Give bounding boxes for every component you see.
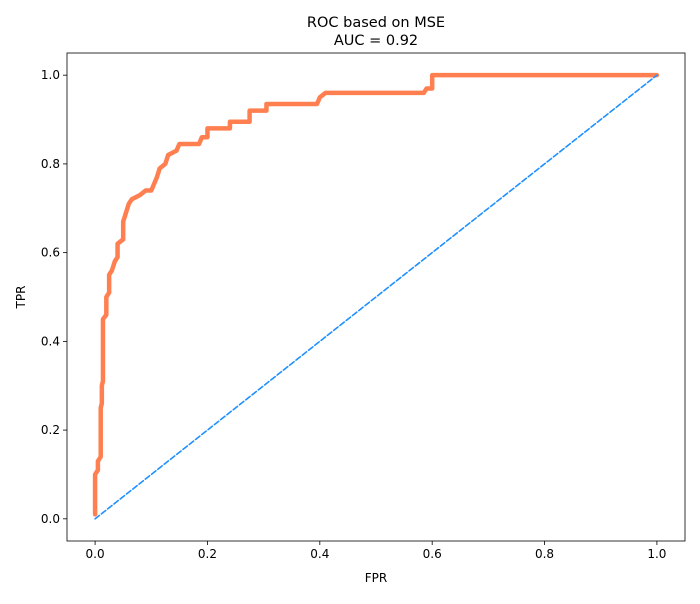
y-tick-label: 0.8 xyxy=(41,157,60,171)
x-tick-label: 0.6 xyxy=(423,547,442,561)
y-tick-label: 1.0 xyxy=(41,68,60,82)
chart-title: ROC based on MSE xyxy=(307,15,445,31)
chart-subtitle: AUC = 0.92 xyxy=(334,33,418,49)
x-tick-label: 0.0 xyxy=(86,547,105,561)
y-tick-label: 0.6 xyxy=(41,246,60,260)
series-line xyxy=(94,74,658,520)
y-tick-label: 0.2 xyxy=(41,423,60,437)
x-axis-label: FPR xyxy=(365,571,387,585)
x-tick-label: 0.2 xyxy=(198,547,217,561)
y-tick-label: 0.0 xyxy=(41,512,60,526)
x-tick-label: 0.4 xyxy=(310,547,329,561)
series-line xyxy=(92,72,660,517)
x-tick-label: 1.0 xyxy=(647,547,666,561)
plot-frame xyxy=(66,52,686,542)
y-axis-label: TPR xyxy=(14,286,28,310)
x-tick-label: 0.8 xyxy=(535,547,554,561)
y-tick-label: 0.4 xyxy=(41,334,60,348)
